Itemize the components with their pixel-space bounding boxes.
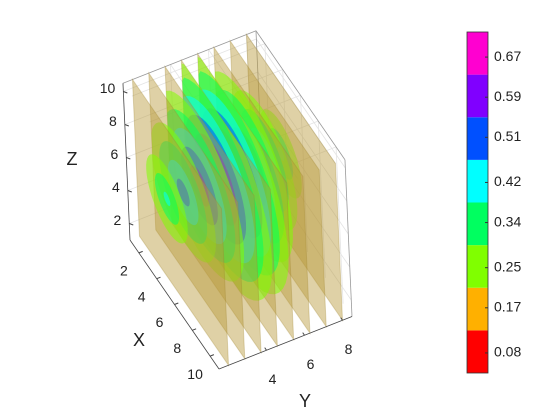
colorbar-segment bbox=[467, 287, 488, 331]
axis-line bbox=[122, 83, 131, 241]
tick-mark bbox=[138, 250, 143, 254]
tick-mark bbox=[126, 157, 131, 160]
tick-mark bbox=[124, 124, 129, 127]
x-axis-label: X bbox=[133, 330, 145, 350]
slice-contour bbox=[176, 178, 190, 207]
tick-mark bbox=[264, 347, 267, 351]
z-tick-label: 8 bbox=[109, 113, 117, 129]
colorbar-tick-label: 0.25 bbox=[494, 258, 521, 274]
colorbar-tick-label: 0.34 bbox=[494, 213, 521, 229]
tick-mark bbox=[156, 276, 161, 280]
colorbar-segment bbox=[467, 74, 488, 118]
tick-mark bbox=[209, 354, 215, 357]
colorbar-tick-label: 0.59 bbox=[494, 88, 521, 104]
x-tick-label: 10 bbox=[187, 366, 203, 382]
colorbar-segment bbox=[467, 245, 488, 288]
tick-mark bbox=[174, 302, 179, 305]
x-tick-label: 4 bbox=[138, 288, 146, 304]
grid-line bbox=[246, 34, 336, 164]
x-tick-label: 8 bbox=[173, 340, 181, 356]
slice-contour bbox=[163, 191, 171, 207]
colorbar-tick-label: 0.42 bbox=[494, 173, 521, 189]
grid-line bbox=[300, 95, 308, 253]
tick-mark bbox=[123, 91, 128, 94]
y-tick-label: 4 bbox=[269, 371, 277, 387]
colorbar-tick-label: 0.51 bbox=[494, 128, 521, 144]
tick-mark bbox=[302, 332, 305, 336]
y-axis-label: Y bbox=[299, 391, 311, 411]
tick-mark bbox=[127, 190, 132, 193]
y-tick-label: 8 bbox=[345, 341, 353, 357]
z-tick-label: 2 bbox=[113, 212, 121, 228]
grid-line bbox=[317, 121, 326, 278]
tick-mark bbox=[192, 328, 197, 331]
colorbar-segment bbox=[467, 159, 488, 203]
box-edge bbox=[255, 30, 346, 160]
colorbar-segment bbox=[467, 330, 488, 373]
z-tick-label: 4 bbox=[112, 179, 120, 195]
tick-mark bbox=[129, 223, 134, 226]
grid-line bbox=[335, 146, 344, 304]
colorbar-segment bbox=[467, 117, 488, 160]
tick-mark bbox=[340, 317, 343, 321]
axis-line bbox=[218, 316, 353, 370]
colorbar-tick-label: 0.08 bbox=[494, 344, 521, 360]
grid-line bbox=[123, 38, 257, 92]
colorbar-tick-label: 0.17 bbox=[494, 299, 521, 315]
x-tick-label: 6 bbox=[156, 314, 164, 330]
box-edge bbox=[122, 30, 257, 84]
colorbar-segment bbox=[467, 32, 488, 75]
z-axis-label: Z bbox=[67, 149, 78, 169]
colorbar-tick-label: 0.67 bbox=[494, 48, 521, 64]
colorbar-segment bbox=[467, 202, 488, 246]
z-tick-label: 6 bbox=[111, 146, 119, 162]
colorbar-frame bbox=[466, 31, 489, 374]
y-tick-label: 6 bbox=[307, 356, 315, 372]
box-edge bbox=[344, 159, 353, 317]
x-tick-label: 2 bbox=[120, 263, 128, 279]
z-tick-label: 10 bbox=[100, 80, 116, 96]
